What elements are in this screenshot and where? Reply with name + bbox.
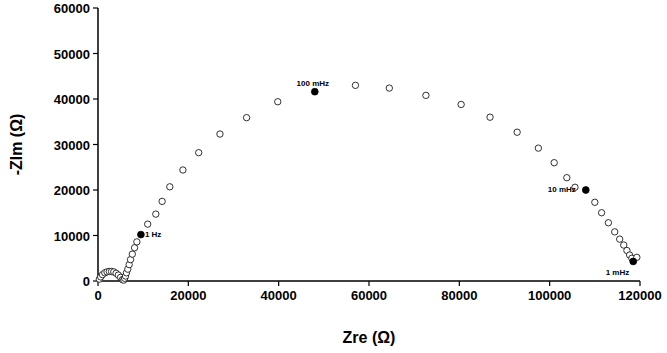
data-point bbox=[514, 129, 520, 135]
data-point bbox=[275, 99, 281, 105]
data-point bbox=[129, 251, 135, 257]
annotation-label: 1 mHz bbox=[606, 268, 630, 277]
x-tick bbox=[278, 281, 279, 286]
annotation-label: 100 mHz bbox=[297, 79, 329, 88]
y-tick-label: 20000 bbox=[54, 183, 90, 198]
y-tick bbox=[93, 7, 98, 8]
y-tick-label: 30000 bbox=[54, 138, 90, 153]
data-point bbox=[592, 199, 598, 205]
y-axis-label: -ZIm (Ω) bbox=[8, 114, 25, 176]
data-point bbox=[217, 131, 223, 137]
data-point bbox=[551, 160, 557, 166]
data-point bbox=[612, 229, 618, 235]
data-point bbox=[598, 210, 604, 216]
x-tick-label: 40000 bbox=[261, 288, 297, 303]
x-tick bbox=[188, 281, 189, 286]
y-tick bbox=[93, 98, 98, 99]
data-point bbox=[487, 114, 493, 120]
data-point bbox=[423, 92, 429, 98]
data-point bbox=[352, 82, 358, 88]
y-tick bbox=[93, 53, 98, 54]
annotation-point bbox=[138, 231, 145, 238]
annotation-label: 10 mHz bbox=[548, 185, 576, 194]
annotation-label: 1 Hz bbox=[145, 230, 161, 239]
data-point bbox=[131, 245, 137, 251]
x-tick-label: 60000 bbox=[351, 288, 387, 303]
y-tick-label: 60000 bbox=[54, 1, 90, 16]
y-tick bbox=[93, 189, 98, 190]
data-point bbox=[134, 239, 140, 245]
x-tick-label: 0 bbox=[94, 288, 101, 303]
data-point bbox=[243, 114, 249, 120]
y-tick bbox=[93, 144, 98, 145]
data-point bbox=[605, 220, 611, 226]
y-tick-label: 40000 bbox=[54, 92, 90, 107]
x-tick-label: 120000 bbox=[618, 288, 661, 303]
x-tick bbox=[639, 281, 640, 286]
data-point bbox=[153, 211, 159, 217]
annotation-point bbox=[311, 88, 318, 95]
data-point bbox=[535, 145, 541, 151]
y-tick-label: 50000 bbox=[54, 47, 90, 62]
x-tick bbox=[459, 281, 460, 286]
x-tick bbox=[368, 281, 369, 286]
y-tick bbox=[93, 235, 98, 236]
x-tick-label: 80000 bbox=[441, 288, 477, 303]
data-point bbox=[616, 236, 622, 242]
plot-area bbox=[96, 82, 640, 283]
y-tick-label: 10000 bbox=[54, 229, 90, 244]
annotation-point bbox=[630, 258, 637, 265]
data-point bbox=[196, 149, 202, 155]
x-tick bbox=[549, 281, 550, 286]
x-tick-label: 20000 bbox=[170, 288, 206, 303]
x-tick-label: 100000 bbox=[528, 288, 571, 303]
data-point bbox=[159, 198, 165, 204]
y-tick-label: 0 bbox=[83, 274, 90, 289]
data-point bbox=[180, 167, 186, 173]
x-axis-label: Zre (Ω) bbox=[343, 329, 396, 346]
chart: 0 20000 40000 60000 80000 100000 120000 0 10000 2… bbox=[0, 0, 667, 353]
data-point bbox=[167, 184, 173, 190]
annotation-point bbox=[582, 187, 589, 194]
data-point bbox=[144, 221, 150, 227]
data-point bbox=[564, 175, 570, 181]
data-point bbox=[458, 101, 464, 107]
data-point bbox=[386, 85, 392, 91]
